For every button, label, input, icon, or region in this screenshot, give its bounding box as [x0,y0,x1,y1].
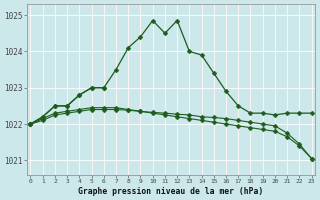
X-axis label: Graphe pression niveau de la mer (hPa): Graphe pression niveau de la mer (hPa) [78,187,264,196]
